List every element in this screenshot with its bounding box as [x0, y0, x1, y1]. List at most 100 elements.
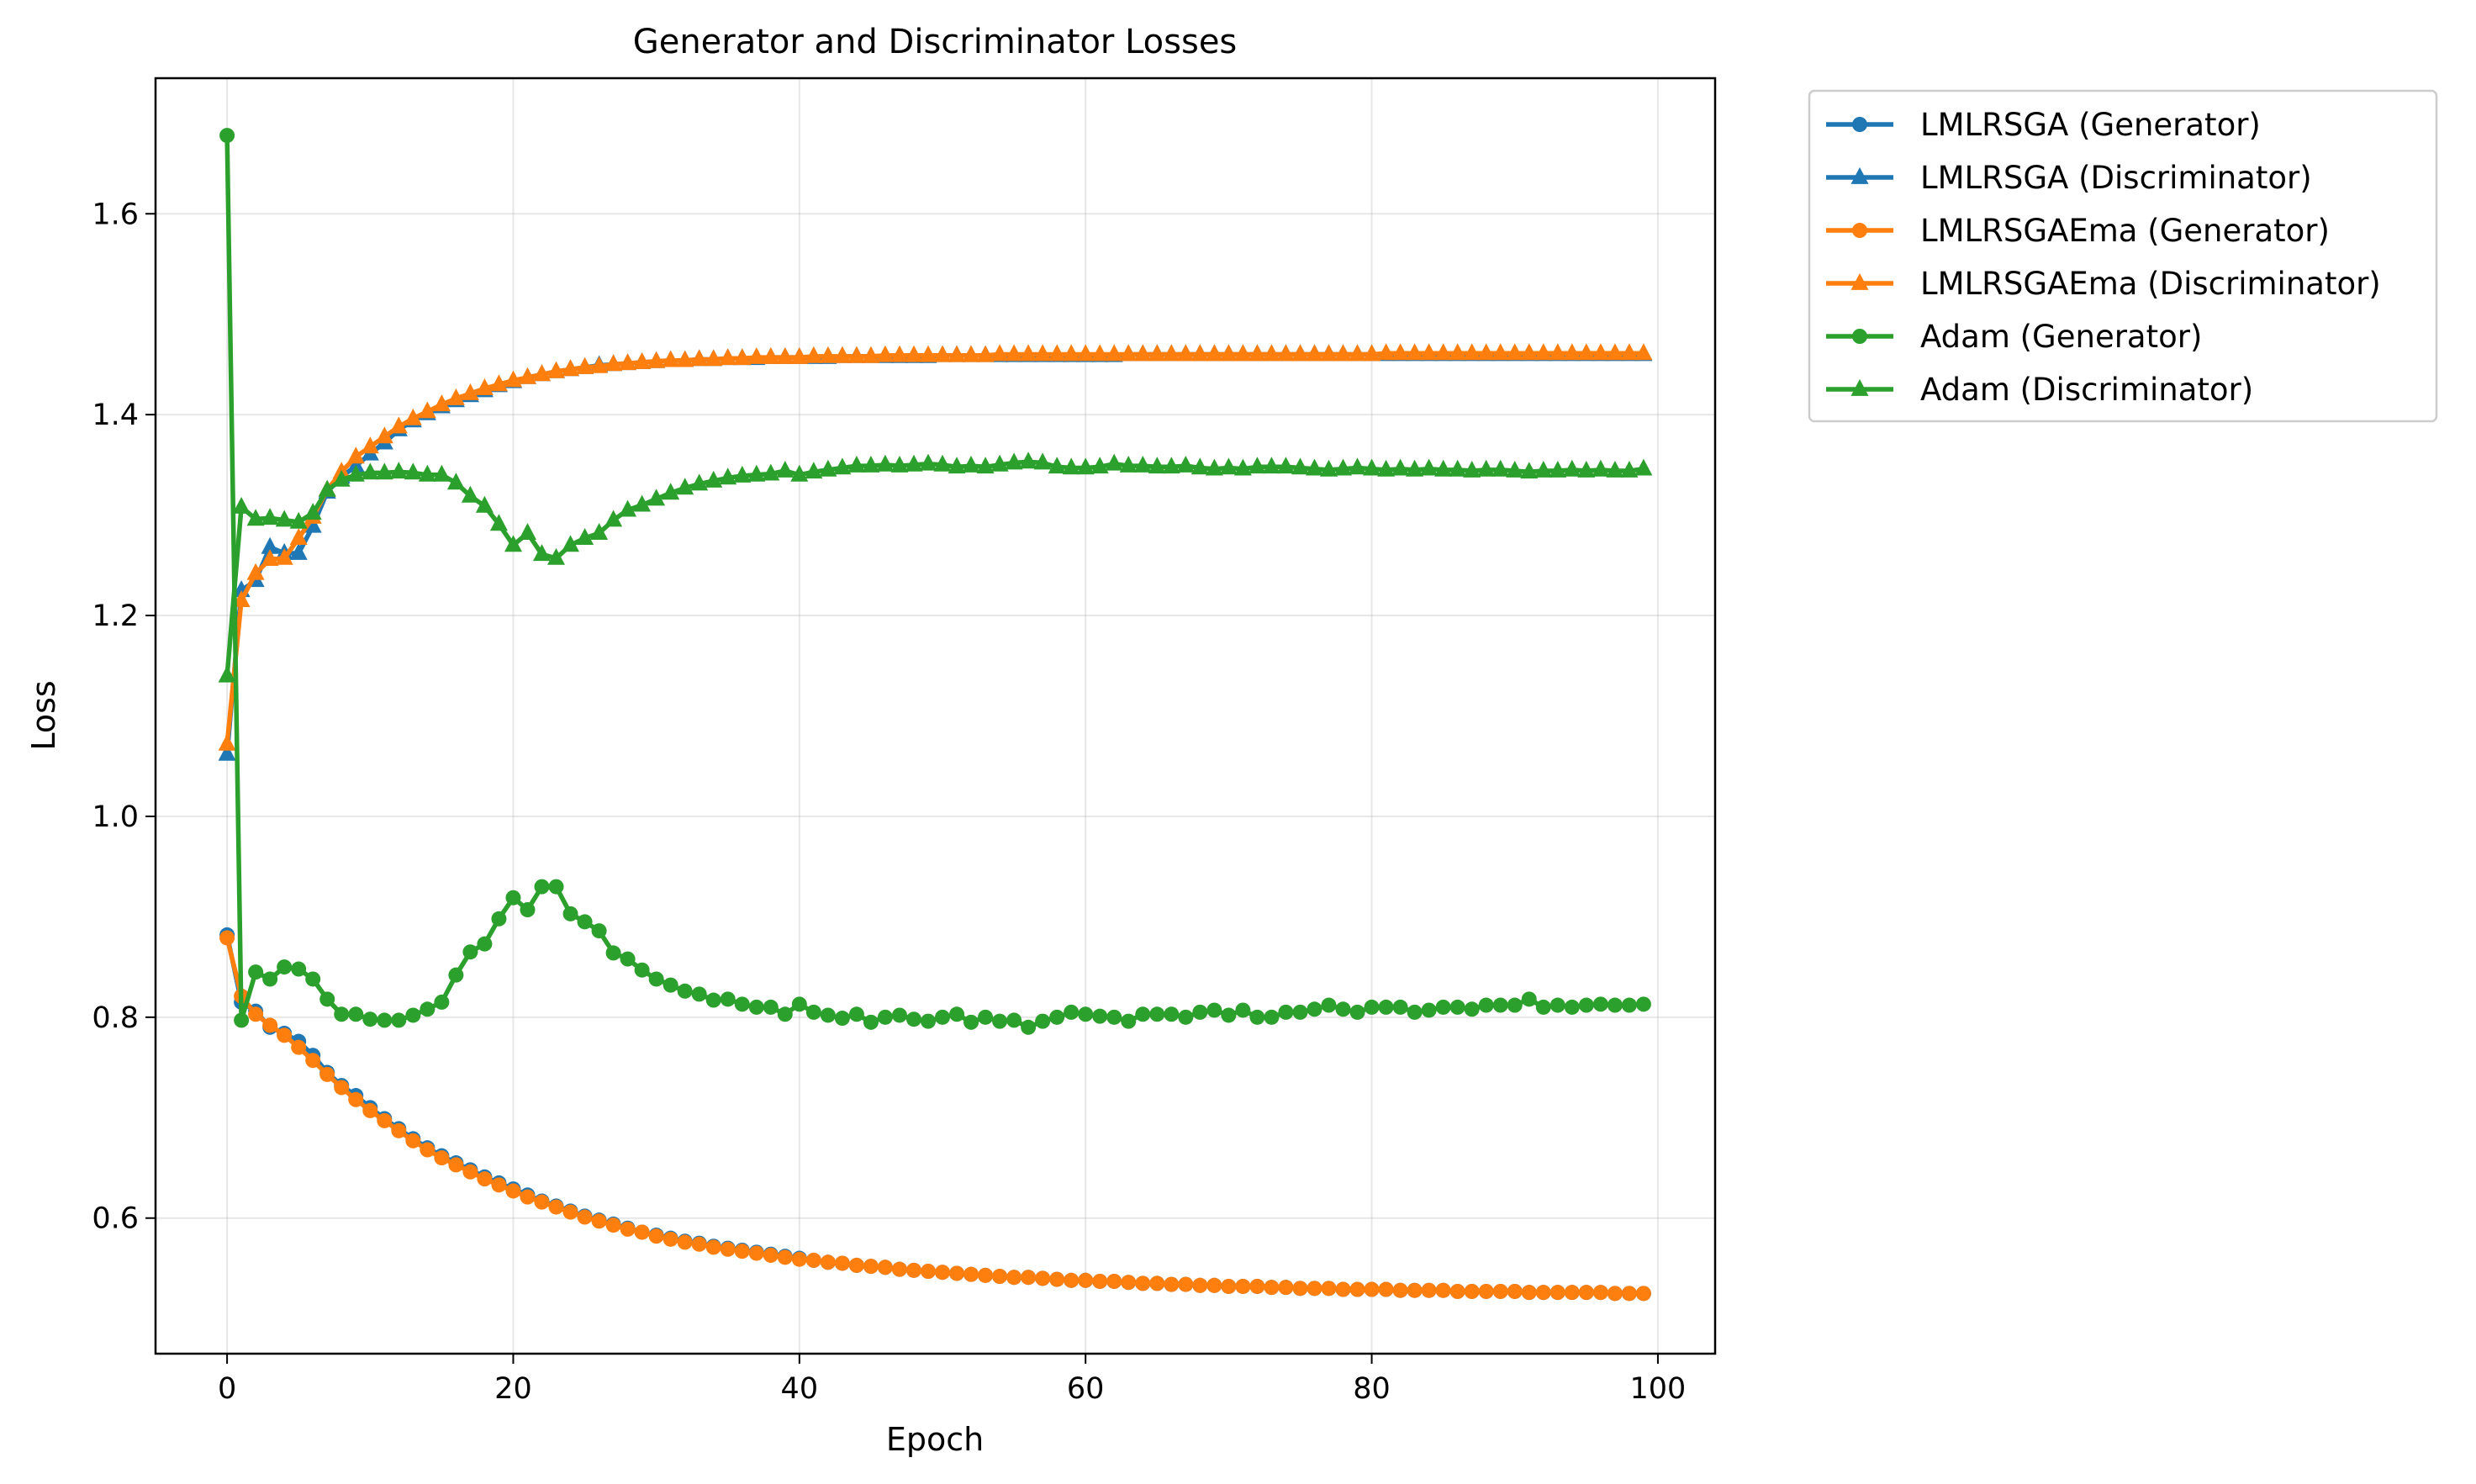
data-point: [1506, 343, 1524, 361]
data-point: [1221, 1278, 1237, 1294]
data-point: [361, 462, 379, 480]
data-point: [389, 416, 408, 434]
data-point: [1291, 344, 1309, 362]
data-point: [1021, 1019, 1037, 1035]
data-point: [1133, 456, 1152, 473]
x-axis-label: Epoch: [886, 1421, 984, 1458]
data-point: [277, 1027, 293, 1043]
data-point: [1235, 1278, 1251, 1294]
data-point: [992, 1013, 1008, 1029]
legend-item: LMLRSGA (Generator): [1826, 107, 2261, 143]
data-point: [920, 1013, 936, 1029]
data-point: [1219, 344, 1238, 362]
data-point: [1391, 458, 1410, 476]
data-point: [1463, 343, 1481, 361]
data-point: [1049, 1009, 1065, 1025]
data-point: [261, 549, 279, 566]
data-point: [1391, 343, 1410, 361]
data-point: [762, 463, 780, 481]
data-point: [605, 945, 621, 961]
data-point: [1291, 457, 1309, 475]
data-point: [305, 1053, 321, 1069]
data-point: [833, 346, 852, 363]
y-tick-label: 1.2: [92, 599, 139, 633]
data-point: [863, 1259, 879, 1275]
data-point: [448, 1157, 464, 1173]
data-point: [1320, 459, 1338, 477]
data-point: [1407, 1282, 1423, 1298]
data-point: [762, 347, 780, 364]
data-point: [1463, 461, 1481, 478]
data-point: [1048, 457, 1066, 474]
legend-item: Adam (Generator): [1826, 319, 2202, 355]
data-point: [418, 401, 436, 419]
data-point: [734, 996, 750, 1012]
data-point: [1563, 343, 1581, 361]
data-point: [777, 1006, 793, 1022]
data-point: [963, 1014, 979, 1030]
data-point: [1378, 1281, 1394, 1297]
data-point: [362, 1102, 378, 1118]
data-point: [1306, 344, 1323, 362]
data-point: [905, 345, 923, 362]
data-point: [1478, 997, 1494, 1013]
data-point: [218, 743, 236, 761]
data-point: [905, 454, 923, 472]
data-point: [863, 1014, 879, 1030]
data-point: [876, 345, 895, 362]
data-point: [1335, 1001, 1351, 1017]
data-point: [334, 1006, 350, 1022]
data-point: [477, 1171, 493, 1187]
data-point: [461, 383, 479, 400]
data-point: [477, 936, 493, 952]
data-point: [834, 1011, 850, 1027]
data-point: [1320, 344, 1338, 362]
data-point: [1621, 997, 1637, 1013]
plot-area-background: [156, 78, 1715, 1354]
data-point: [776, 461, 795, 478]
data-point: [1106, 1273, 1122, 1289]
data-point: [591, 923, 607, 939]
data-point: [1635, 1286, 1651, 1302]
data-point: [418, 464, 436, 482]
data-point: [662, 350, 680, 367]
data-point: [1477, 459, 1496, 477]
data-point: [318, 479, 336, 497]
data-point: [1435, 1282, 1451, 1298]
legend-marker: [1850, 272, 1869, 290]
data-point: [1192, 1004, 1208, 1020]
data-point: [1535, 999, 1551, 1015]
data-point: [232, 590, 251, 607]
data-point: [377, 1112, 393, 1128]
data-point: [1363, 344, 1381, 362]
data-point: [1334, 344, 1352, 362]
data-point: [691, 1236, 707, 1252]
data-point: [1049, 1271, 1065, 1287]
data-point: [533, 544, 551, 562]
data-point: [534, 879, 550, 895]
data-point: [562, 906, 578, 922]
data-point: [1534, 343, 1553, 361]
data-point: [562, 359, 579, 377]
data-point: [805, 1252, 821, 1268]
data-point: [261, 536, 279, 554]
data-point: [491, 1177, 507, 1193]
data-point: [1106, 1009, 1122, 1025]
data-point: [489, 374, 508, 392]
data-point: [1105, 453, 1123, 471]
data-point: [978, 1267, 994, 1283]
data-point: [1407, 1004, 1423, 1020]
data-point: [948, 457, 966, 474]
data-point: [1564, 1285, 1580, 1301]
data-point: [391, 1012, 407, 1028]
data-point: [1262, 457, 1280, 474]
data-point: [1434, 343, 1453, 361]
data-point: [505, 890, 521, 906]
data-point: [1449, 999, 1465, 1015]
data-point: [1491, 343, 1510, 361]
data-point: [562, 1204, 578, 1220]
data-point: [1033, 344, 1052, 362]
data-point: [1092, 1273, 1108, 1289]
data-point: [976, 345, 995, 362]
data-point: [905, 1011, 921, 1027]
